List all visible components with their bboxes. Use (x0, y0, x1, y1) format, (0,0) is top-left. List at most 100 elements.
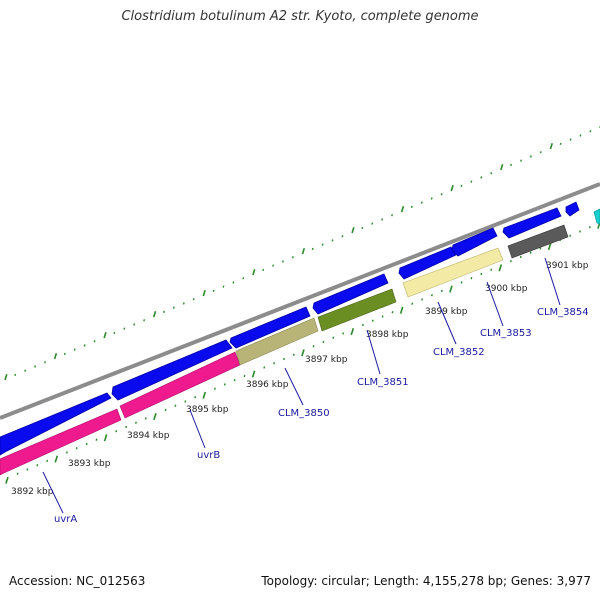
gene-label-CLM_3854[interactable]: CLM_3854 (537, 307, 589, 318)
tick-mark (509, 260, 512, 263)
tick-mark (223, 383, 226, 386)
tick-mark (400, 206, 405, 213)
tick-mark (321, 243, 324, 246)
tick-mark (588, 226, 591, 229)
tick-mark (292, 353, 295, 356)
inner-tick-row (5, 221, 600, 484)
forward-gene[interactable] (111, 339, 233, 401)
tick-mark (43, 361, 46, 364)
tick-mark (123, 327, 126, 330)
tick-mark (332, 336, 335, 339)
tick-mark (4, 374, 8, 381)
forward-strand-genes (0, 201, 600, 456)
map-title: Clostridium botulinum A2 str. Kyoto, com… (121, 9, 479, 24)
tick-mark (164, 408, 167, 412)
tick-mark (529, 155, 532, 158)
tick-mark (391, 214, 394, 217)
tick-mark (152, 311, 157, 318)
gene-CLM_3850-bar[interactable] (235, 317, 319, 366)
tick-mark (559, 142, 562, 146)
forward-gene[interactable] (451, 227, 498, 257)
gene-label-CLM_3852[interactable]: CLM_3852 (433, 347, 485, 358)
forward-gene[interactable] (565, 201, 580, 217)
tick-mark (440, 193, 443, 196)
tick-mark (519, 159, 522, 162)
tick-mark (5, 476, 9, 484)
tick-mark (420, 201, 423, 204)
tick-mark (233, 379, 236, 382)
tick-mark (194, 396, 197, 399)
tick-mark (291, 256, 294, 259)
tick-mark (26, 468, 29, 471)
tick-mark (311, 247, 314, 251)
gene-uvrA-bar[interactable] (0, 408, 122, 476)
tick-mark (569, 138, 572, 141)
kbp-labels: 3892 kbp 3893 kbp 3894 kbp 3895 kbp 3896… (11, 261, 589, 497)
tick-mark (490, 268, 493, 271)
tick-mark (371, 222, 374, 225)
tick-mark (460, 281, 463, 284)
gene-CLM_3851-bar[interactable] (317, 288, 397, 332)
kbp-label: 3896 kbp (246, 380, 289, 390)
gene-label-uvrB[interactable]: uvrB (197, 450, 220, 461)
tick-mark (162, 310, 165, 314)
tick-mark (301, 248, 306, 255)
tick-mark (144, 417, 147, 420)
gene-label-CLM_3850[interactable]: CLM_3850 (278, 408, 330, 419)
tick-mark (213, 387, 216, 390)
tick-mark (539, 247, 542, 250)
tick-mark (54, 455, 59, 463)
tick-mark (301, 349, 305, 357)
tick-mark (399, 306, 404, 314)
tick-mark (125, 425, 128, 429)
gene-label-CLM_3851[interactable]: CLM_3851 (357, 377, 409, 388)
tick-mark (450, 185, 454, 192)
tick-mark (480, 176, 483, 179)
tick-mark (490, 172, 493, 175)
tick-mark (430, 294, 433, 297)
tick-mark (242, 277, 245, 280)
kbp-label: 3898 kbp (366, 330, 409, 340)
tick-mark (34, 365, 37, 368)
forward-gene[interactable] (229, 306, 311, 349)
kbp-label: 3900 kbp (485, 284, 528, 294)
tick-mark (103, 332, 107, 339)
forward-gene[interactable] (312, 273, 389, 315)
tick-mark (36, 464, 39, 467)
tick-mark (589, 130, 592, 133)
tick-mark (440, 289, 443, 293)
genome-backbone (0, 182, 600, 420)
tick-mark (322, 340, 325, 344)
accession-text: Accession: NC_012563 (9, 574, 146, 588)
kbp-label: 3895 kbp (186, 405, 229, 415)
tick-mark (153, 413, 157, 421)
tick-mark (361, 226, 364, 230)
tick-mark (174, 404, 177, 407)
tick-mark (578, 230, 581, 233)
tick-mark (252, 269, 256, 276)
tick-mark (549, 143, 553, 150)
tick-mark (222, 285, 225, 288)
tick-mark (263, 366, 266, 369)
tick-mark (519, 255, 522, 259)
tick-mark (529, 251, 532, 254)
tick-mark (83, 344, 86, 347)
gene-CLM_3852-bar[interactable] (402, 247, 504, 298)
forward-gene[interactable] (398, 246, 457, 280)
forward-gene[interactable] (0, 392, 112, 456)
forward-gene[interactable] (502, 207, 562, 239)
forward-gene-cyan[interactable] (593, 208, 600, 225)
tick-mark (510, 163, 513, 167)
kbp-label: 3894 kbp (127, 431, 170, 441)
gene-CLM_3854-bar[interactable] (507, 224, 569, 259)
tick-mark (133, 323, 136, 326)
tick-mark (500, 164, 504, 171)
kbp-label: 3897 kbp (305, 355, 348, 365)
topology-summary: Topology: circular; Length: 4,155,278 bp… (261, 574, 591, 588)
tick-mark (361, 323, 364, 327)
gene-label-CLM_3853[interactable]: CLM_3853 (480, 328, 532, 339)
gene-label-uvrA[interactable]: uvrA (54, 514, 77, 525)
tick-mark (470, 180, 473, 183)
tick-mark (262, 268, 265, 272)
tick-mark (579, 134, 582, 137)
